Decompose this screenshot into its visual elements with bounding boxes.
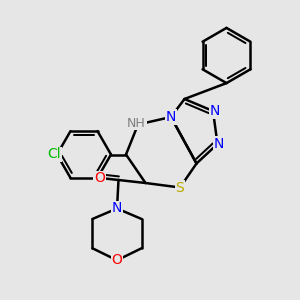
Text: O: O <box>94 172 105 185</box>
Text: N: N <box>112 202 122 215</box>
Text: N: N <box>214 137 224 151</box>
Text: S: S <box>176 181 184 194</box>
Text: NH: NH <box>127 116 146 130</box>
Text: N: N <box>209 104 220 118</box>
Text: N: N <box>166 110 176 124</box>
Text: Cl: Cl <box>47 148 61 161</box>
Text: O: O <box>112 253 122 267</box>
